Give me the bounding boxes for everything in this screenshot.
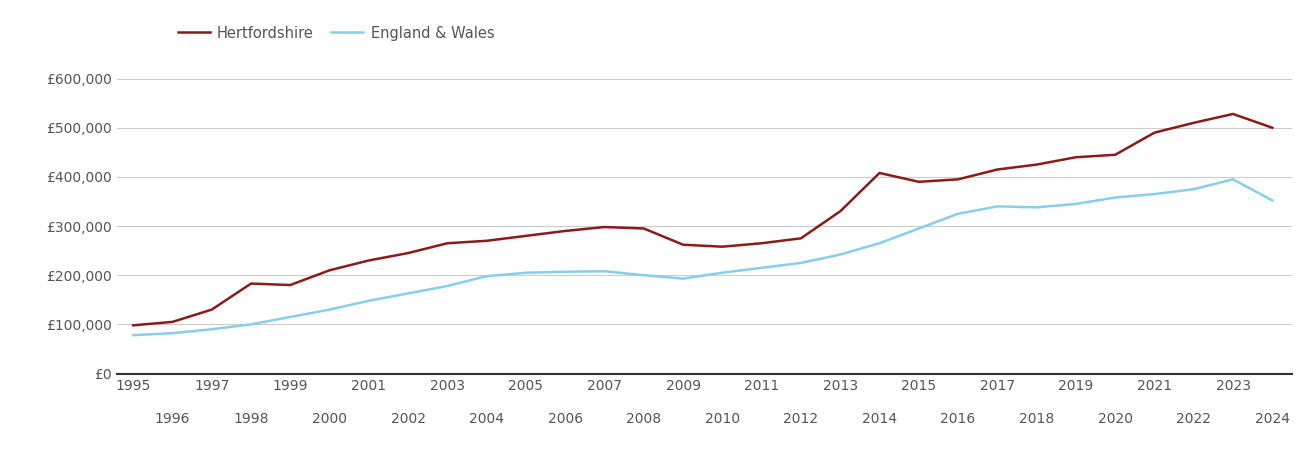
Hertfordshire — [950, 177, 966, 182]
Hertfordshire — [440, 241, 455, 246]
Hertfordshire — [322, 268, 338, 273]
England & Wales — [125, 333, 141, 338]
Hertfordshire — [1147, 130, 1163, 135]
Line: Hertfordshire: Hertfordshire — [133, 114, 1272, 325]
Hertfordshire — [282, 282, 298, 288]
Legend: Hertfordshire, England & Wales: Hertfordshire, England & Wales — [172, 20, 500, 46]
Text: 2012: 2012 — [783, 412, 818, 427]
Hertfordshire — [243, 281, 258, 286]
England & Wales — [440, 284, 455, 289]
England & Wales — [793, 260, 809, 265]
Hertfordshire — [1028, 162, 1044, 167]
Text: 2016: 2016 — [941, 412, 976, 427]
Hertfordshire — [1108, 152, 1124, 158]
Hertfordshire — [401, 250, 416, 256]
England & Wales — [479, 274, 495, 279]
England & Wales — [636, 273, 651, 278]
England & Wales — [1265, 198, 1280, 203]
Text: 2024: 2024 — [1255, 412, 1289, 427]
Text: 2022: 2022 — [1176, 412, 1211, 427]
Hertfordshire — [557, 228, 573, 234]
Text: 1998: 1998 — [234, 412, 269, 427]
England & Wales — [911, 226, 927, 231]
England & Wales — [557, 269, 573, 274]
England & Wales — [204, 327, 219, 332]
Hertfordshire — [479, 238, 495, 243]
England & Wales — [1067, 201, 1083, 207]
England & Wales — [164, 330, 180, 336]
Text: 2020: 2020 — [1098, 412, 1133, 427]
Hertfordshire — [872, 170, 887, 176]
England & Wales — [675, 276, 690, 281]
Hertfordshire — [164, 319, 180, 324]
Hertfordshire — [361, 258, 377, 263]
Text: 2002: 2002 — [390, 412, 425, 427]
Hertfordshire — [754, 241, 770, 246]
Text: 2006: 2006 — [548, 412, 583, 427]
England & Wales — [754, 265, 770, 270]
Text: 1996: 1996 — [155, 412, 191, 427]
Hertfordshire — [125, 323, 141, 328]
England & Wales — [715, 270, 731, 275]
England & Wales — [1028, 205, 1044, 210]
England & Wales — [950, 211, 966, 216]
Hertfordshire — [596, 224, 612, 230]
England & Wales — [1225, 177, 1241, 182]
England & Wales — [282, 314, 298, 319]
Line: England & Wales: England & Wales — [133, 180, 1272, 335]
England & Wales — [1147, 191, 1163, 197]
England & Wales — [872, 241, 887, 246]
England & Wales — [1186, 186, 1202, 192]
England & Wales — [322, 307, 338, 312]
Hertfordshire — [833, 209, 848, 214]
England & Wales — [361, 298, 377, 303]
Hertfordshire — [1265, 125, 1280, 130]
England & Wales — [518, 270, 534, 275]
Text: 2008: 2008 — [626, 412, 662, 427]
England & Wales — [401, 291, 416, 296]
England & Wales — [243, 322, 258, 327]
Text: 2014: 2014 — [861, 412, 897, 427]
Hertfordshire — [793, 236, 809, 241]
Hertfordshire — [989, 167, 1005, 172]
England & Wales — [833, 252, 848, 257]
Hertfordshire — [204, 307, 219, 312]
Text: 2004: 2004 — [470, 412, 504, 427]
England & Wales — [989, 204, 1005, 209]
England & Wales — [1108, 195, 1124, 200]
Hertfordshire — [911, 179, 927, 184]
Hertfordshire — [1067, 154, 1083, 160]
England & Wales — [596, 269, 612, 274]
Text: 2000: 2000 — [312, 412, 347, 427]
Text: 2010: 2010 — [705, 412, 740, 427]
Hertfordshire — [518, 233, 534, 238]
Hertfordshire — [715, 244, 731, 249]
Hertfordshire — [1186, 120, 1202, 126]
Text: 2018: 2018 — [1019, 412, 1054, 427]
Hertfordshire — [636, 226, 651, 231]
Hertfordshire — [1225, 111, 1241, 117]
Hertfordshire — [675, 242, 690, 248]
